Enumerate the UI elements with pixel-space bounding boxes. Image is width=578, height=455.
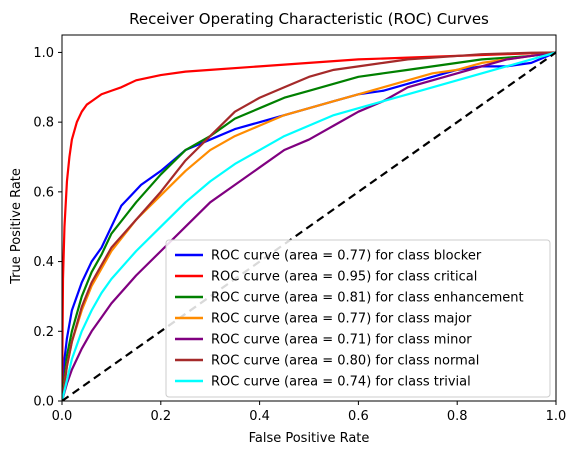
legend-entry-label: ROC curve (area = 0.80) for class normal <box>211 354 479 369</box>
x-axis-ticks: 0.0 0.2 0.4 0.6 0.8 1.0 <box>52 401 567 424</box>
chance-diagonal-line <box>62 51 556 401</box>
y-tick-label: 0.8 <box>33 116 54 131</box>
y-axis-label: True Positive Rate <box>9 168 24 285</box>
y-tick-label: 1.0 <box>33 46 54 61</box>
legend-entry-label: ROC curve (area = 0.95) for class critic… <box>211 270 477 285</box>
y-tick-label: 0.6 <box>33 185 54 200</box>
roc-curve-series-7 <box>62 51 556 401</box>
roc-curve-series-4 <box>62 51 556 401</box>
legend-entry-label: ROC curve (area = 0.77) for class blocke… <box>211 249 482 264</box>
roc-curve-series-2 <box>62 51 556 401</box>
roc-curve-series-6 <box>62 51 556 401</box>
axes-frame <box>61 34 557 402</box>
y-tick-label: 0.2 <box>33 325 54 340</box>
chart-title: Receiver Operating Characteristic (ROC) … <box>129 10 489 28</box>
roc-curve-series-1 <box>62 51 556 401</box>
legend-entry-label: ROC curve (area = 0.77) for class major <box>211 312 472 327</box>
x-tick-label: 0.0 <box>52 409 73 424</box>
x-tick-label: 0.4 <box>249 409 270 424</box>
legend-entry-label: ROC curve (area = 0.74) for class trivia… <box>211 375 471 390</box>
x-tick-label: 0.2 <box>150 409 171 424</box>
x-tick-label: 0.6 <box>348 409 369 424</box>
legend-entry-label: ROC curve (area = 0.71) for class minor <box>211 333 472 348</box>
y-axis-ticks: 0.0 0.2 0.4 0.6 0.8 1.0 <box>33 46 62 410</box>
legend-box <box>165 239 551 398</box>
roc-curve-series-5 <box>62 51 556 401</box>
x-tick-label: 0.8 <box>447 409 468 424</box>
x-axis-label: False Positive Rate <box>249 431 370 446</box>
legend: ROC curve (area = 0.77) for class blocke… <box>165 239 551 398</box>
y-tick-label: 0.0 <box>33 395 54 410</box>
y-tick-label: 0.4 <box>33 255 54 270</box>
legend-entry-label: ROC curve (area = 0.81) for class enhanc… <box>211 291 524 306</box>
plot-area <box>62 51 556 401</box>
roc-curve-series-3 <box>62 51 556 401</box>
x-tick-label: 1.0 <box>546 409 567 424</box>
